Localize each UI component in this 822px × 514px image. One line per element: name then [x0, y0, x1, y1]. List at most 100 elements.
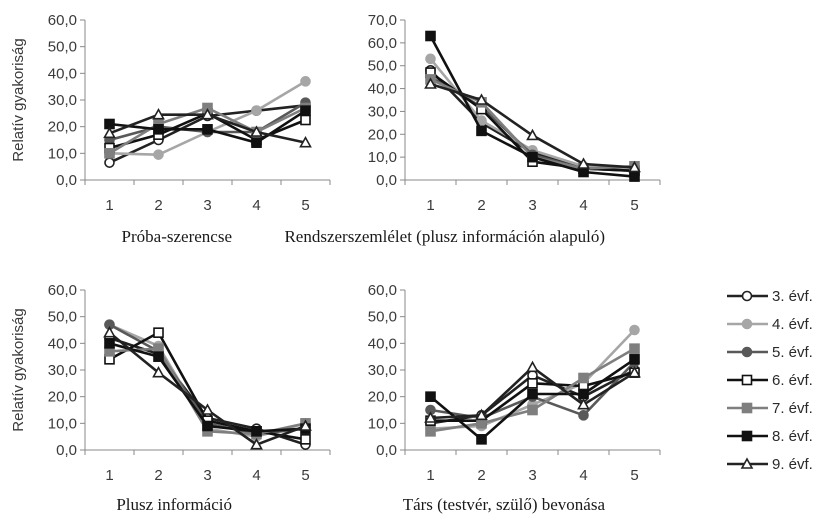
data-point — [527, 378, 538, 389]
data-point — [527, 388, 538, 400]
data-point — [527, 151, 538, 163]
series-8-evf — [425, 30, 640, 182]
y-tick-label: 30,0 — [48, 362, 77, 379]
chart-panels: 0,0 10,0 20,0 30,0 40,0 50,0 60,0 1 2 3 4 5 Relatív … — [10, 12, 661, 514]
data-point — [104, 157, 115, 168]
legend-marker — [741, 374, 753, 386]
x-tick-label: 2 — [154, 197, 162, 214]
data-point — [475, 93, 488, 105]
data-point — [300, 76, 311, 87]
legend-item: 5. évf. — [727, 344, 813, 361]
y-tick-label: 40,0 — [48, 65, 77, 82]
data-point — [578, 372, 589, 384]
data-point — [577, 157, 590, 169]
y-tick-label: 10,0 — [368, 149, 397, 166]
x-tick-label: 1 — [105, 197, 113, 214]
chart-title: Rendszerszemlélet (plusz információn ala… — [284, 227, 605, 246]
data-point — [299, 136, 312, 148]
chart-title: Próba-szerencse — [122, 227, 232, 246]
y-tick-label: 70,0 — [368, 12, 397, 29]
x-tick-label: 5 — [630, 467, 638, 484]
legend-item: 6. évf. — [727, 372, 813, 389]
series-9-evf — [103, 108, 312, 148]
y-axis-label: Relatív gyakoriság — [10, 38, 27, 161]
series-9-evf — [103, 326, 312, 450]
legend-item: 3. évf. — [727, 288, 813, 305]
y-tick-label: 40,0 — [368, 81, 397, 98]
legend-label: 4. évf. — [772, 316, 813, 333]
chart-panel-2: 0,0 10,0 20,0 30,0 40,0 50,0 60,0 70,0 1 2 3 4 5 Rend… — [284, 12, 661, 246]
chart-panel-3: 0,0 10,0 20,0 30,0 40,0 50,0 60,0 1 2 3 4 5 Relatív … — [10, 282, 331, 514]
legend-label: 3. évf. — [772, 288, 813, 305]
y-tick-label: 0,0 — [376, 442, 397, 459]
x-tick-label: 1 — [426, 467, 434, 484]
data-point — [300, 434, 311, 445]
x-tick-label: 1 — [105, 467, 113, 484]
x-tick-label: 5 — [301, 197, 309, 214]
series-8-evf — [425, 354, 640, 445]
x-tick-label: 2 — [154, 467, 162, 484]
legend-marker — [741, 318, 753, 330]
y-axis-label: Relatív gyakoriság — [10, 308, 27, 431]
x-tick-label: 1 — [426, 197, 434, 214]
data-point — [629, 354, 640, 365]
data-point — [152, 366, 165, 378]
x-tick-label: 4 — [579, 467, 587, 484]
y-tick-label: 40,0 — [48, 335, 77, 352]
data-point — [425, 53, 436, 65]
legend: 3. évf. 4. évf. 5. évf. 6. évf. 7. évf. 8. év… — [727, 288, 813, 473]
x-tick-label: 3 — [203, 467, 211, 484]
legend-item: 9. évf. — [727, 456, 813, 473]
data-point — [153, 149, 164, 160]
data-point — [300, 105, 311, 116]
data-point — [476, 125, 487, 137]
y-tick-label: 20,0 — [368, 126, 397, 143]
data-point — [153, 327, 164, 338]
data-point — [201, 108, 214, 120]
data-point — [425, 30, 436, 42]
data-point — [104, 338, 115, 349]
y-tick-label: 20,0 — [48, 389, 77, 406]
legend-item: 4. évf. — [727, 316, 813, 333]
chart-panel-4: 0,0 10,0 20,0 30,0 40,0 50,0 60,0 1 2 3 4 5 Társ (te… — [368, 282, 661, 514]
data-point — [526, 128, 539, 141]
data-point — [153, 124, 164, 135]
data-point — [476, 418, 487, 429]
data-point — [251, 426, 262, 437]
legend-label: 6. évf. — [772, 372, 813, 389]
legend-item: 7. évf. — [727, 400, 813, 417]
data-point — [629, 171, 640, 182]
data-point — [578, 166, 589, 178]
y-tick-label: 50,0 — [48, 309, 77, 326]
data-point — [103, 326, 116, 338]
data-point — [300, 114, 311, 126]
x-tick-label: 4 — [579, 197, 587, 214]
data-point — [476, 434, 487, 445]
y-tick-label: 10,0 — [48, 415, 77, 432]
chart-panel-1: 0,0 10,0 20,0 30,0 40,0 50,0 60,0 1 2 3 4 5 Relatív … — [10, 12, 331, 246]
series-9-evf — [424, 360, 641, 423]
x-tick-label: 3 — [203, 197, 211, 214]
y-tick-label: 50,0 — [48, 39, 77, 56]
x-tick-label: 2 — [477, 197, 485, 214]
data-point — [577, 398, 590, 410]
x-tick-label: 5 — [301, 467, 309, 484]
series-9-evf — [424, 77, 641, 173]
legend-label: 9. évf. — [772, 456, 813, 473]
x-tick-label: 4 — [252, 197, 260, 214]
y-tick-label: 50,0 — [368, 58, 397, 75]
legend-label: 5. évf. — [772, 344, 813, 361]
legend-marker — [741, 290, 753, 302]
data-point — [104, 148, 115, 159]
data-point — [425, 426, 436, 437]
y-tick-label: 60,0 — [48, 12, 77, 29]
x-tick-label: 3 — [528, 197, 536, 214]
x-tick-label: 5 — [630, 197, 638, 214]
data-point — [424, 411, 437, 423]
legend-item: 8. évf. — [727, 428, 813, 445]
data-point — [250, 438, 263, 450]
y-tick-label: 20,0 — [368, 389, 397, 406]
y-tick-label: 30,0 — [48, 92, 77, 109]
data-point — [251, 105, 262, 116]
legend-marker — [741, 346, 753, 358]
